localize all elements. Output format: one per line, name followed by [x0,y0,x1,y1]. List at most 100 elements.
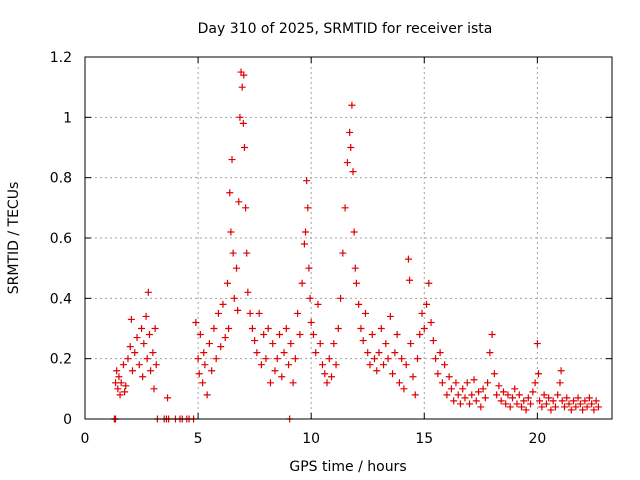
data-point [565,400,573,408]
data-point [495,382,503,390]
data-point [459,385,467,393]
data-point [542,400,550,408]
data-point [307,318,315,326]
data-point [570,397,578,405]
data-point [126,343,134,351]
data-point [371,355,379,363]
data-point [235,198,243,206]
data-point [208,367,216,375]
data-point [486,349,494,357]
data-point [341,204,349,212]
data-point [124,355,132,363]
data-point [508,394,516,402]
data-point [534,370,542,378]
data-point [352,279,360,287]
data-point [472,397,480,405]
data-point [499,388,507,396]
data-point [463,379,471,387]
data-point [117,379,125,387]
data-point [361,309,369,317]
data-point [411,391,419,399]
data-point [351,264,359,272]
data-point [554,391,562,399]
data-point [402,361,410,369]
data-point [116,391,124,399]
data-point [236,113,244,121]
data-point [192,318,200,326]
data-point [429,337,437,345]
data-point [328,373,336,381]
data-point [413,355,421,363]
data-point [418,309,426,317]
data-point [214,309,222,317]
data-point [445,373,453,381]
data-point [152,361,160,369]
data-point [536,397,544,405]
data-point [592,397,600,405]
data-point [468,391,476,399]
data-point [223,279,231,287]
x-axis-label: GPS time / hours [289,459,406,475]
data-point [583,403,591,411]
data-point [355,300,363,308]
data-point [337,294,345,302]
data-point [375,349,383,357]
data-point [321,370,329,378]
data-point [547,406,555,414]
data-point [139,373,147,381]
data-point [529,388,537,396]
data-point [318,361,326,369]
data-point [590,406,598,414]
data-point [133,334,141,342]
y-axis-label: SRMTID / TECUs [6,182,22,295]
data-point [420,325,428,332]
data-point [522,406,530,414]
data-point [389,370,397,378]
data-point [488,331,496,339]
data-point [316,340,324,348]
data-point [262,355,270,363]
data-point [225,325,233,332]
data-point [121,388,129,396]
data-point [194,355,202,363]
data-point [359,337,367,345]
y-tick-label: 1.2 [50,50,72,66]
data-point [248,325,256,332]
data-point [122,382,130,390]
data-point [228,156,236,164]
data-point [276,331,284,339]
data-point [309,331,317,339]
y-tick-label: 0.6 [50,231,72,247]
data-point [147,367,155,375]
data-point [131,349,139,357]
data-point [400,385,408,393]
data-point [151,325,159,332]
x-tick-label: 5 [194,431,203,447]
data-point [140,340,148,348]
data-point [434,370,442,378]
data-point [423,300,431,308]
data-point [135,361,143,369]
data-point [368,331,376,339]
data-point [427,318,435,326]
data-marks [110,68,602,423]
data-point [470,376,478,384]
data-point [233,264,241,272]
data-point [549,397,557,405]
data-point [240,71,248,79]
data-point [323,379,331,387]
plot-frame [84,56,613,420]
data-point [221,334,229,342]
data-point [407,340,415,348]
data-point [239,119,247,127]
data-point [285,361,293,369]
data-point [296,331,304,339]
y-tick-label: 1 [63,110,72,126]
data-point [466,400,474,408]
data-point [264,325,272,332]
data-point [346,128,354,136]
data-point [561,403,569,411]
data-point [212,355,220,363]
data-point [477,403,485,411]
